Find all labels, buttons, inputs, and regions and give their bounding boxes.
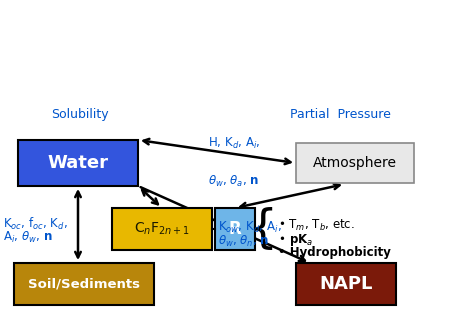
FancyArrowPatch shape: [75, 192, 81, 257]
Text: $\theta_w$, $\theta_a$, $\mathbf{n}$: $\theta_w$, $\theta_a$, $\mathbf{n}$: [208, 174, 259, 189]
FancyBboxPatch shape: [112, 208, 212, 250]
Text: NAPL: NAPL: [319, 275, 373, 293]
FancyBboxPatch shape: [14, 263, 154, 305]
Text: • pK$_a$: • pK$_a$: [278, 232, 313, 248]
Text: K$_{ow}$, K$_d$, A$_i$,: K$_{ow}$, K$_d$, A$_i$,: [218, 220, 282, 235]
FancyArrowPatch shape: [240, 184, 339, 208]
Text: Soil/Sediments: Soil/Sediments: [28, 277, 140, 291]
FancyArrowPatch shape: [144, 139, 291, 164]
Text: A$_i$, $\theta_w$, $\mathbf{n}$: A$_i$, $\theta_w$, $\mathbf{n}$: [3, 230, 53, 245]
Text: Partial  Pressure: Partial Pressure: [290, 108, 391, 121]
FancyBboxPatch shape: [296, 143, 414, 183]
Text: R: R: [228, 220, 241, 238]
Text: $\theta_w$, $\theta_n$, $\mathbf{n}$: $\theta_w$, $\theta_n$, $\mathbf{n}$: [218, 234, 269, 249]
FancyBboxPatch shape: [215, 208, 255, 250]
Text: {: {: [247, 206, 277, 252]
Text: Solubility: Solubility: [51, 108, 109, 121]
FancyBboxPatch shape: [18, 140, 138, 186]
FancyArrowPatch shape: [140, 187, 305, 261]
Text: Water: Water: [47, 154, 109, 172]
Text: Atmosphere: Atmosphere: [313, 156, 397, 170]
Text: • Hydrophobicity: • Hydrophobicity: [278, 246, 391, 259]
Text: K$_{oc}$, f$_{oc}$, K$_d$,: K$_{oc}$, f$_{oc}$, K$_d$,: [3, 216, 68, 232]
Text: H, K$_d$, A$_i$,: H, K$_d$, A$_i$,: [208, 136, 261, 151]
FancyArrowPatch shape: [142, 190, 158, 204]
FancyBboxPatch shape: [296, 263, 396, 305]
Text: C$_n$F$_{2n+1}$: C$_n$F$_{2n+1}$: [134, 221, 190, 237]
Text: • T$_m$, T$_b$, etc.: • T$_m$, T$_b$, etc.: [278, 218, 355, 233]
